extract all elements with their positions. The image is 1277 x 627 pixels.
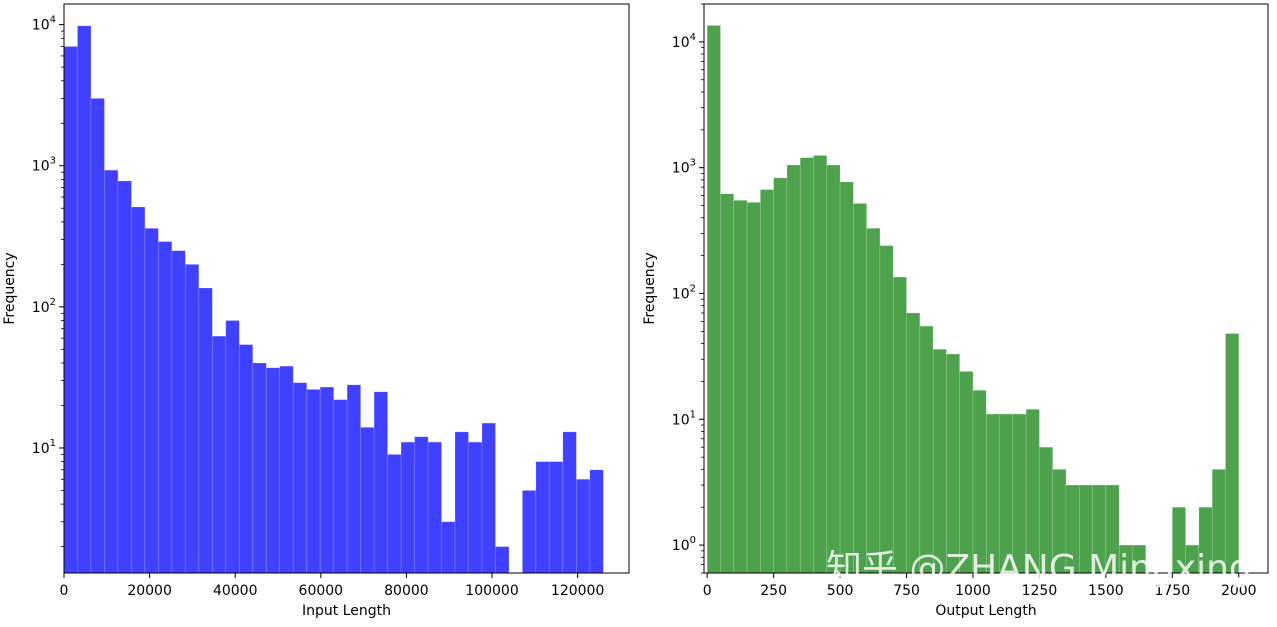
histogram-bar <box>773 177 788 574</box>
histogram-bar <box>535 461 550 574</box>
histogram-bar <box>786 164 801 574</box>
histogram-bar <box>252 362 267 574</box>
histogram-bar <box>185 264 200 574</box>
histogram-bar <box>414 436 429 574</box>
histogram-bar <box>892 276 907 574</box>
histogram-bar <box>198 287 213 574</box>
y-tick-label: 101 <box>32 438 56 457</box>
histogram-bar <box>481 422 496 574</box>
x-tick-label: 1500 <box>1088 583 1124 599</box>
histogram-bar <box>813 155 828 574</box>
histogram-bar <box>468 441 483 574</box>
output-length-histogram: 0 250 500 750 1000 1250 1500 1750 2000 100 101 102 1… <box>642 3 1269 619</box>
histogram-bar <box>760 189 774 574</box>
x-tick-label: 1000 <box>955 583 991 599</box>
histogram-bar <box>919 325 934 574</box>
histogram-bar <box>306 389 321 574</box>
y-tick-label: 100 <box>672 535 696 554</box>
histogram-bar <box>959 371 974 574</box>
histogram-bar <box>549 461 564 574</box>
histogram-bar <box>292 382 307 574</box>
histogram-bar <box>144 228 159 574</box>
x-tick-label: 20000 <box>127 583 172 599</box>
histogram-bar <box>63 46 78 574</box>
x-axis-label: Input Length <box>302 603 391 619</box>
x-tick-label: 1750 <box>1154 583 1190 599</box>
x-tick-label: 100000 <box>465 583 518 599</box>
histogram-bar <box>104 169 119 574</box>
histogram-bar <box>238 344 254 574</box>
histogram-bar <box>427 441 442 574</box>
plot-frame <box>703 3 1269 574</box>
histogram-bar <box>346 384 361 574</box>
histogram-bar <box>77 25 92 574</box>
histogram-bar <box>826 164 841 574</box>
histogram-bar <box>279 365 294 574</box>
histogram-bar <box>946 353 960 574</box>
histogram-bar <box>333 399 348 574</box>
y-tick-label: 102 <box>32 297 56 316</box>
x-tick-label: 250 <box>760 583 787 599</box>
histogram-bar <box>733 200 748 574</box>
histogram-bar <box>171 250 186 574</box>
input-length-histogram: 0 20000 40000 60000 80000 100000 120000 101 102 1… <box>2 3 630 619</box>
x-tick-label: 2000 <box>1221 583 1257 599</box>
y-tick-label: 104 <box>32 15 56 34</box>
histogram-bar <box>720 193 735 574</box>
histogram-bar <box>131 206 146 574</box>
x-tick-label: 1250 <box>1022 583 1058 599</box>
histogram-bar <box>522 490 537 574</box>
histogram-bar <box>265 367 281 574</box>
y-axis-label: Frequency <box>2 252 18 324</box>
x-axis-label: Output Length <box>935 603 1036 619</box>
y-tick-label: 101 <box>672 409 696 428</box>
y-axis-label: Frequency <box>642 252 658 324</box>
histogram-bar <box>879 245 894 574</box>
histogram-bar <box>400 441 415 574</box>
x-tick-label: 500 <box>827 583 854 599</box>
x-tick-label: 750 <box>893 583 920 599</box>
histogram-bar <box>972 389 987 574</box>
histogram-bar <box>441 521 456 574</box>
histogram-bar <box>212 335 227 574</box>
histogram-bar <box>387 454 402 574</box>
histogram-bar <box>319 386 334 574</box>
histogram-bar <box>589 469 604 574</box>
plot-frame <box>63 3 630 574</box>
histogram-bar <box>1225 333 1240 574</box>
x-tick-label: 80000 <box>384 583 429 599</box>
histogram-bar <box>158 241 173 574</box>
histogram-bar <box>839 181 854 574</box>
histogram-bar <box>746 202 761 574</box>
histogram-bar <box>706 25 721 574</box>
histogram-bar <box>454 431 469 574</box>
histogram-bar <box>360 427 375 574</box>
x-tick-label: 120000 <box>551 583 604 599</box>
x-tick-label: 0 <box>60 583 69 599</box>
histogram-bar <box>866 227 881 574</box>
watermark: 知乎 @ZHANG Mingxing <box>826 548 1252 589</box>
histogram-bar <box>799 157 814 574</box>
y-tick-label: 104 <box>672 32 696 51</box>
y-tick-label: 102 <box>672 283 696 302</box>
x-tick-label: 0 <box>703 583 712 599</box>
histogram-bar <box>576 478 591 574</box>
histogram-bar <box>117 180 132 574</box>
histogram-bar <box>90 98 105 574</box>
histogram-bar <box>373 391 388 574</box>
histogram-bar <box>495 546 510 574</box>
x-tick-label: 40000 <box>213 583 258 599</box>
histogram-bar <box>562 431 577 574</box>
y-tick-label: 103 <box>672 158 696 177</box>
histogram-bar <box>853 203 867 574</box>
histogram-bar <box>906 312 921 574</box>
histogram-bar <box>932 348 947 574</box>
y-tick-label: 103 <box>32 156 56 175</box>
histogram-bar <box>225 320 240 574</box>
x-tick-label: 60000 <box>299 583 344 599</box>
